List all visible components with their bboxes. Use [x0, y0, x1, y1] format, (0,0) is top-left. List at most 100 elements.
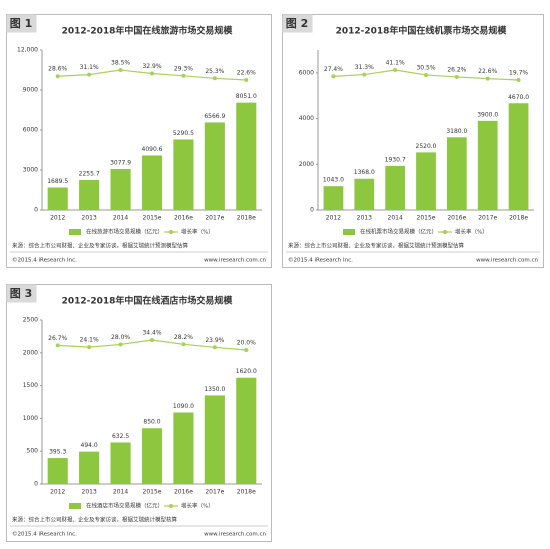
growth-value-label: 29.3% [174, 65, 193, 72]
x-tick-label: 2012 [50, 215, 65, 222]
x-tick-label: 2014 [113, 215, 128, 222]
legend-label: 增长率（%） [181, 228, 214, 236]
growth-point [118, 68, 123, 72]
bar-value-label: 3077.9 [110, 159, 131, 166]
bar [236, 377, 257, 484]
growth-point [87, 345, 92, 350]
y-tick-label: 1500 [23, 382, 38, 389]
growth-point [393, 68, 398, 72]
growth-point [331, 74, 336, 79]
growth-value-label: 31.3% [355, 64, 374, 71]
growth-value-label: 20.0% [237, 340, 256, 347]
bar-value-label: 494.0 [81, 442, 98, 449]
growth-value-label: 22.6% [237, 70, 256, 77]
growth-value-label: 28.6% [48, 66, 67, 73]
y-tick-label: 3000 [23, 167, 38, 174]
legend-label: 增长率（%） [455, 228, 488, 236]
x-tick-label: 2015e [417, 215, 436, 222]
bar [416, 152, 436, 210]
growth-point [212, 76, 217, 81]
x-tick-label: 2018e [237, 215, 256, 222]
growth-value-label: 26.2% [447, 66, 466, 73]
legend-label: 增长率（%） [181, 502, 214, 510]
y-tick-label: 1000 [23, 415, 38, 422]
x-tick-label: 2017e [205, 489, 224, 496]
bar-value-label: 4090.6 [142, 146, 163, 153]
growth-value-label: 23.9% [205, 337, 224, 344]
growth-value-label: 24.1% [80, 337, 99, 344]
bar-value-label: 4670.0 [508, 94, 529, 101]
chart-panel: 图 3 2012-2018年中国在线酒店市场交易规模 0 500 1000 1500 200… [6, 284, 272, 542]
website: www.iresearch.com.cn [204, 258, 266, 264]
growth-point [55, 74, 60, 79]
chart-panel: 图 1 2012-2018年中国在线旅游市场交易规模 0 3000 6000 9000 12… [6, 14, 272, 268]
y-tick-label: 500 [27, 448, 39, 455]
bar-value-label: 1043.0 [323, 177, 344, 184]
bar [204, 122, 225, 210]
bar-value-label: 1090.0 [173, 403, 194, 410]
figure-label: 图 2 [286, 17, 308, 30]
growth-point [516, 78, 521, 82]
bar [79, 179, 100, 210]
bar [141, 428, 163, 484]
bar [477, 120, 498, 210]
y-tick-label: 6000 [299, 69, 314, 76]
bar-value-label: 1689.5 [47, 178, 68, 185]
bar [173, 412, 194, 484]
y-tick-label: 0 [34, 207, 38, 214]
growth-value-label: 34.4% [142, 330, 161, 337]
figure-label-box [6, 284, 37, 303]
bar [47, 458, 68, 484]
website: www.iresearch.com.cn [476, 258, 538, 264]
growth-point [181, 73, 186, 78]
chart-title: 2012-2018年中国在线机票市场交易规模 [336, 25, 508, 37]
y-tick-label: 0 [34, 481, 38, 488]
growth-point [244, 348, 249, 352]
bar-value-label: 1368.0 [354, 169, 375, 176]
panel-border [6, 14, 272, 268]
x-tick-label: 2018e [509, 215, 528, 222]
growth-value-label: 28.0% [111, 334, 130, 341]
legend-label: 在线旅游市场交易规模（亿元） [86, 228, 163, 236]
figure-label-box [6, 14, 37, 33]
y-tick-label: 4000 [299, 115, 314, 122]
x-tick-label: 2015e [143, 215, 162, 222]
bar-value-label: 6566.9 [204, 113, 225, 120]
panel-border [6, 284, 272, 542]
bar [236, 102, 257, 210]
legend-point [169, 230, 173, 234]
bar [47, 187, 68, 210]
growth-value-label: 32.9% [142, 63, 161, 70]
legend-swatch [343, 229, 355, 235]
growth-point [362, 72, 367, 77]
y-tick-label: 6000 [23, 127, 38, 134]
bar-value-label: 3900.0 [477, 111, 498, 118]
x-tick-label: 2016e [174, 215, 193, 222]
growth-value-label: 30.5% [416, 64, 435, 71]
x-tick-label: 2018e [237, 489, 256, 496]
bar [508, 103, 529, 210]
copyright: ©2015.4 iResearch Inc. [12, 257, 77, 264]
growth-point [485, 76, 490, 81]
bar [323, 186, 344, 210]
growth-point [150, 338, 154, 342]
growth-point [87, 72, 92, 77]
growth-value-label: 26.7% [48, 335, 67, 342]
x-tick-label: 2017e [478, 215, 497, 222]
copyright: ©2015.4 iResearch Inc. [288, 257, 353, 264]
bar-value-label: 632.5 [112, 433, 129, 440]
chart-title: 2012-2018年中国在线酒店市场交易规模 [62, 295, 234, 307]
figure-label: 图 1 [10, 17, 32, 30]
bar-value-label: 5290.5 [173, 130, 194, 137]
x-tick-label: 2014 [388, 215, 403, 222]
figure-label-box [282, 14, 313, 33]
legend-swatch [69, 503, 81, 509]
source-note: 来源：综合上市公司财报、企业及专家访谈，根据艾瑞统计预测模型估算 [12, 242, 189, 250]
x-tick-label: 2015e [143, 489, 162, 496]
website: www.iresearch.com.cn [204, 532, 266, 538]
bar [354, 178, 375, 210]
source-note: 来源：综合上市公司财报、企业及专家访谈，根据艾瑞统计模型核算 [12, 516, 178, 524]
y-tick-label: 2500 [23, 317, 38, 324]
